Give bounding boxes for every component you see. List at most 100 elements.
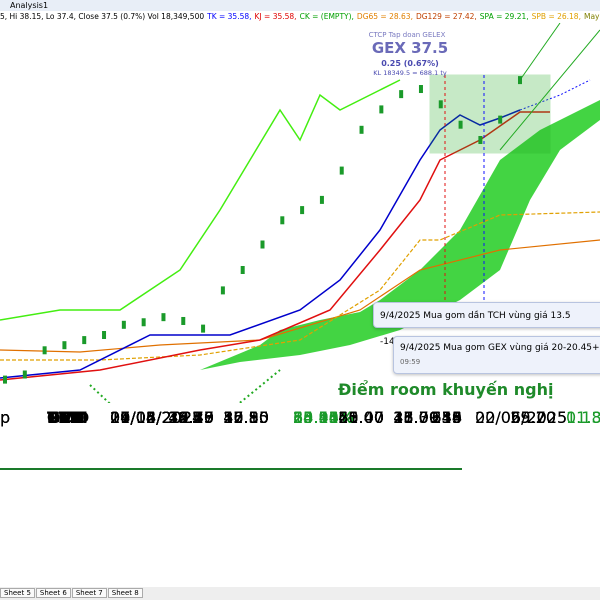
cell: 20.30 [223,408,269,427]
cell: 20.23 [168,408,214,427]
candle [379,105,384,114]
cell: 13.79 [393,408,439,427]
candle [300,206,305,215]
cell: STB [47,408,82,427]
cell: 214 [431,408,462,427]
cell: 14.39 [168,408,214,427]
trend [499,29,600,151]
change: 0.25 (0.67%) [381,59,439,68]
line [0,111,550,381]
sheet-tab[interactable]: Sheet 7 [71,588,107,598]
candle [22,370,27,379]
candle [62,341,67,350]
cell: 23.00 [338,408,384,427]
note[interactable]: 9/4/2025 Mua gom dần TCH vùng giá 13.5 -… [373,302,600,347]
candle [141,318,146,327]
cell: 37.50 [223,408,269,427]
candle [220,286,225,295]
cell: 533 [431,408,462,427]
cell: 20.15 [223,408,269,427]
trend [519,23,561,81]
cell: 06/05/2025 [110,408,203,427]
line [519,79,591,111]
info-item: CK = (EMPTY), [299,12,354,21]
cell: 10.90% [293,408,355,427]
candle [82,336,87,345]
company: CTCP Tap doan GELEX [369,31,446,39]
cell: 20/06/2025 [475,408,568,427]
cell: 55.80 [223,408,269,427]
cell: 19.75 [168,408,214,427]
info-item: May = 26.18, [583,12,600,21]
cell: 53 [441,408,462,427]
info-item: SPB = 26.18, [531,12,581,21]
zone [429,74,551,154]
cell: 19.47 [338,408,384,427]
candle [240,266,245,274]
cell: 46.00 [338,408,384,427]
cell: 32.50 [223,408,269,427]
info-item: TK = 35.58, [207,12,252,21]
candle [161,313,166,322]
arrow [89,369,281,403]
cloud [200,100,600,370]
cell: p [0,408,11,427]
callout: Điểm room khuyến nghị [338,380,554,399]
candle [260,240,265,249]
note-time: 09:59 [400,358,421,366]
cell: 23.00 [393,408,439,427]
info-item: DG129 = 27.42, [415,12,477,21]
candle [3,375,7,384]
note[interactable]: 9/4/2025 Mua gom GEX vùng giá 20-20.45+ … [393,336,600,374]
line [0,211,600,361]
cell: 24.04% [293,408,355,427]
note-text: 9/4/2025 Mua gom GEX vùng giá 20-20.45+ … [400,343,600,353]
cell: p [0,408,11,427]
cell: GEX [47,408,84,427]
candle [498,115,503,124]
sheet-tab[interactable]: Sheet 6 [35,588,71,598]
cell: 45.00 [338,408,384,427]
cell: 29.20 [510,408,556,427]
info-item: KJ = 35.58, [254,12,297,21]
sheet-tab[interactable]: Sheet 5 [0,588,35,598]
cell: p [0,408,11,427]
chart: CTCP Tap doan GELEX GEX 37.5 0.25 (0.67%… [0,23,600,403]
candle [201,324,206,333]
cell: 45.00 [338,408,384,427]
cell: PVD [47,408,85,427]
candle [121,320,126,329]
info-item: 5, Hi 38.15, Lo 37.4, Close 37.5 (0.7%) … [0,12,205,21]
cell: 29/08/2024 [110,408,203,427]
cell: PVT [47,408,83,427]
cell: 46.80 [223,408,269,427]
cell: 25.53% [293,408,355,427]
candle [359,125,364,134]
cell: 09/04/2025 [110,408,203,427]
cell: DCM [47,408,88,427]
cell: PVS [47,408,83,427]
candle [518,76,522,85]
cell: 24.54% [293,408,355,427]
cell: 656 [431,408,462,427]
cell: 16.30 [168,408,214,427]
candle [478,136,483,144]
candle [438,100,443,109]
sheet-tab[interactable]: Sheet 8 [107,588,143,598]
cell: 30.40 [168,408,214,427]
cell: 22.70 [168,408,214,427]
info-item: SPA = 29.21, [479,12,529,21]
cell: 11.30% [566,408,600,427]
cell: 09/06/2023 [110,408,203,427]
cell: 65.00 [338,408,384,427]
line [0,109,521,379]
cell: 85.41% [293,408,355,427]
candle [458,120,463,129]
title-bar: Analysis1 [0,0,600,11]
sheet-tabs: Sheet 5 Sheet 6 Sheet 7 Sheet 8 [0,587,600,600]
cell: 17.30 [393,408,439,427]
candle [319,195,324,204]
highlight [0,468,462,470]
cell: 17/04/2025 [110,408,203,427]
